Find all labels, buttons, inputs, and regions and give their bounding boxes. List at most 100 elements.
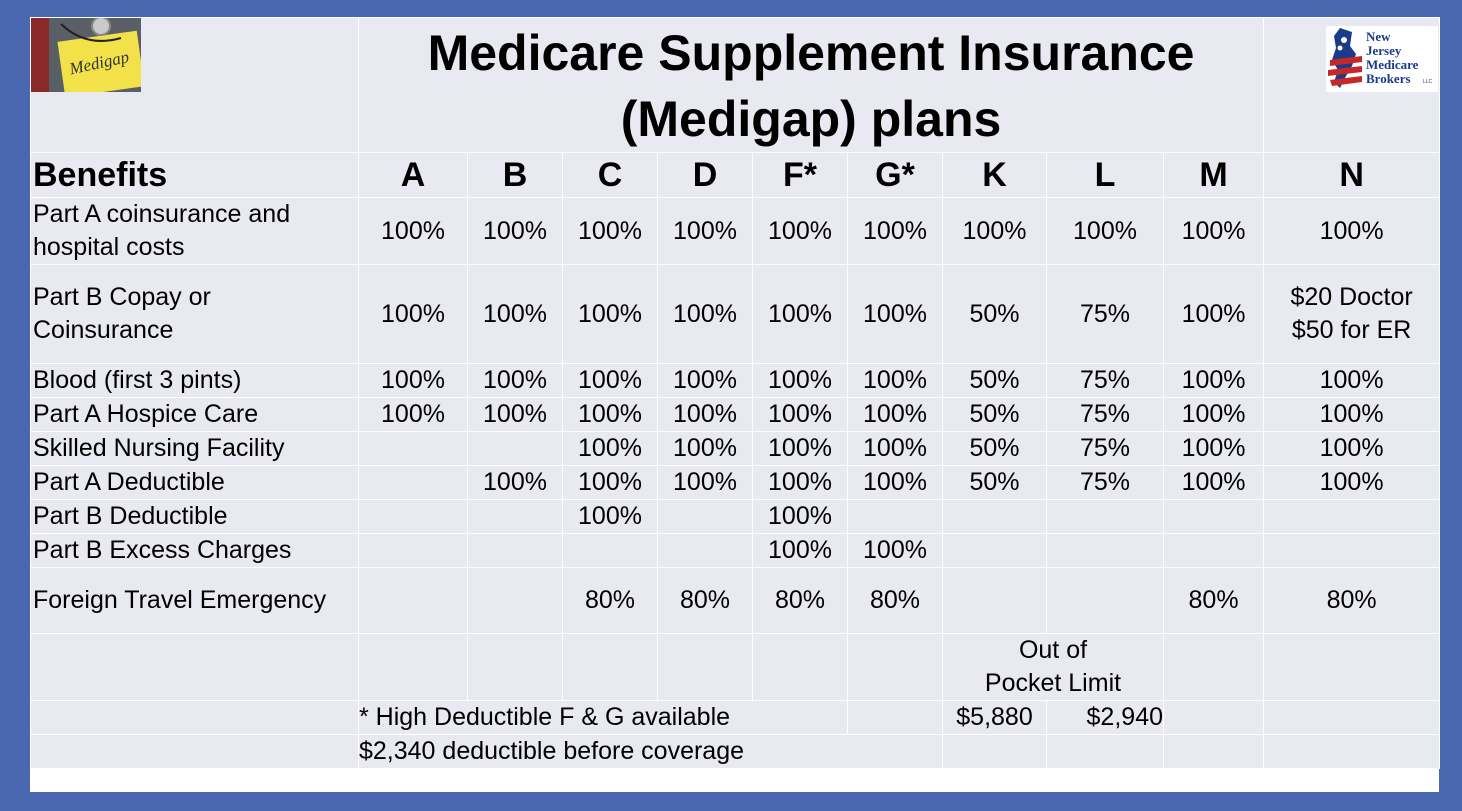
benefit-label: Blood (first 3 pints) (30, 363, 359, 398)
cell-b (467, 567, 563, 634)
cell-l: 75% (1046, 431, 1164, 466)
cell-g (847, 499, 943, 534)
benefit-label: Part B Copay or Coinsurance (30, 264, 359, 364)
slide-frame: Medigap Medicare Supplement Insurance (M… (30, 17, 1441, 792)
cell-k: 50% (942, 431, 1047, 466)
cell-f: 100% (752, 431, 848, 466)
cell-a: 100% (358, 197, 468, 265)
oop-limit-l: $2,940 (1046, 700, 1164, 735)
cell-a (358, 533, 468, 568)
cell-c: 100% (562, 431, 658, 466)
cell-a (358, 499, 468, 534)
cell-g: 100% (847, 363, 943, 398)
oop-limit-label: Out of Pocket Limit (942, 633, 1164, 701)
header-row: Benefits A B C D F* G* K L M N (30, 152, 1441, 198)
cell-a: 100% (358, 397, 468, 432)
broker-logo-cell: New Jersey Medicare Brokers LLC (1263, 17, 1441, 153)
cell-g: 100% (847, 533, 943, 568)
table-row: Foreign Travel Emergency 80% 80% 80% 80%… (30, 567, 1441, 634)
cell-d (657, 499, 753, 534)
cell-f: 100% (752, 533, 848, 568)
table-row: Part B Deductible 100% 100% (30, 499, 1441, 534)
cell-d: 100% (657, 363, 753, 398)
page-title: Medicare Supplement Insurance (Medigap) … (357, 17, 1265, 153)
cell-m: 100% (1162, 431, 1265, 466)
cell-a (358, 431, 468, 466)
medigap-note-icon: Medigap (31, 18, 141, 92)
table-row: Blood (first 3 pints) 100% 100% 100% 100… (30, 363, 1441, 398)
cell-b: 100% (467, 197, 563, 265)
cell-m: 100% (1162, 197, 1265, 265)
cell-a (358, 465, 468, 500)
cell-d: 100% (657, 431, 753, 466)
cell-n: 100% (1263, 397, 1441, 432)
header-plan-k: K (942, 152, 1047, 198)
cell-g: 100% (847, 197, 943, 265)
cell-k: 50% (942, 264, 1047, 364)
cell-k: 100% (942, 197, 1047, 265)
cell-f: 100% (752, 465, 848, 500)
cell-a: 100% (358, 264, 468, 364)
cell-m: 100% (1162, 264, 1265, 364)
cell-k: 50% (942, 397, 1047, 432)
cell-k: 50% (942, 363, 1047, 398)
svg-text:Brokers: Brokers (1366, 71, 1411, 86)
cell-g: 100% (847, 431, 943, 466)
cell-c: 100% (562, 197, 658, 265)
cell-f: 100% (752, 264, 848, 364)
header-plan-l: L (1046, 152, 1164, 198)
header-plan-a: A (358, 152, 468, 198)
cell-l: 100% (1046, 197, 1164, 265)
cell-m: 100% (1162, 465, 1265, 500)
title-line-1: Medicare Supplement Insurance (427, 25, 1195, 81)
cell-b: 100% (467, 465, 563, 500)
cell-g: 100% (847, 264, 943, 364)
cell-d: 100% (657, 197, 753, 265)
cell-d: 100% (657, 397, 753, 432)
table-row: Part B Excess Charges 100% 100% (30, 533, 1441, 568)
header-plan-c: C (562, 152, 658, 198)
cell-n (1263, 533, 1441, 568)
cell-b (467, 431, 563, 466)
cell-d: 100% (657, 465, 753, 500)
cell-k (942, 533, 1047, 568)
benefit-label: Foreign Travel Emergency (30, 567, 359, 634)
cell-c: 100% (562, 499, 658, 534)
cell-d: 100% (657, 264, 753, 364)
header-plan-n: N (1263, 152, 1441, 198)
cell-m (1162, 533, 1265, 568)
cell-b: 100% (467, 397, 563, 432)
cell-g: 100% (847, 397, 943, 432)
cell-l: 75% (1046, 397, 1164, 432)
table-row: Part A Hospice Care 100% 100% 100% 100% … (30, 397, 1441, 432)
cell-c: 100% (562, 363, 658, 398)
cell-l (1046, 567, 1164, 634)
svg-text:LLC: LLC (1423, 79, 1433, 85)
table-row: Part A Deductible 100% 100% 100% 100% 10… (30, 465, 1441, 500)
benefit-label: Part B Excess Charges (30, 533, 359, 568)
table-row: Part A coinsurance and hospital costs 10… (30, 197, 1441, 265)
cell-b: 100% (467, 264, 563, 364)
header-plan-g: G* (847, 152, 943, 198)
cell-m: 100% (1162, 397, 1265, 432)
header-plan-b: B (467, 152, 563, 198)
cell-l: 75% (1046, 363, 1164, 398)
cell-l (1046, 533, 1164, 568)
deductible-amount-note: $2,340 deductible before coverage (358, 734, 943, 769)
cell-m (1162, 499, 1265, 534)
cell-l (1046, 499, 1164, 534)
cell-n: 100% (1263, 197, 1441, 265)
header-plan-f: F* (752, 152, 848, 198)
cell-d (657, 533, 753, 568)
cell-k (942, 499, 1047, 534)
cell-l: 75% (1046, 264, 1164, 364)
benefit-label: Part A Deductible (30, 465, 359, 500)
cell-m: 80% (1162, 567, 1265, 634)
benefit-label: Part A coinsurance and hospital costs (30, 197, 359, 265)
svg-text:Jersey: Jersey (1366, 43, 1402, 58)
n-copay-er: $50 for ER (1291, 316, 1412, 344)
oop-label-row: Out of Pocket Limit (30, 633, 1441, 701)
cell-n: $20 Doctor $50 for ER (1263, 264, 1441, 364)
cell-f: 100% (752, 397, 848, 432)
cell-k (942, 567, 1047, 634)
